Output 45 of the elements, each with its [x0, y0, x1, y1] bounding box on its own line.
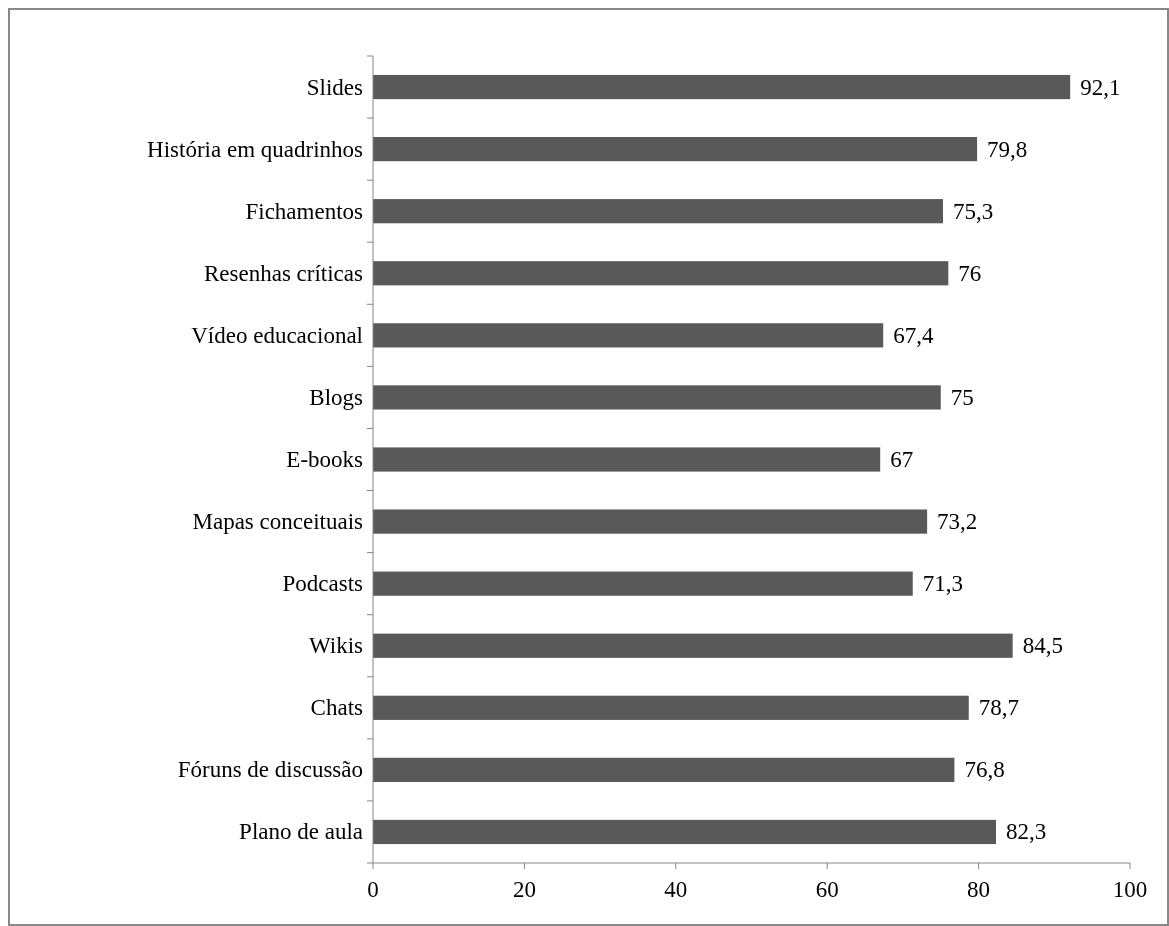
data-label: 67 [890, 447, 914, 472]
bar [373, 819, 997, 845]
y-tick-label: E-books [286, 447, 364, 472]
data-label: 67,4 [893, 322, 934, 348]
bar [373, 757, 955, 782]
data-label: 84,5 [1022, 633, 1063, 659]
bar [373, 633, 1013, 658]
bar [373, 509, 928, 534]
y-tick-label: História em quadrinhos [147, 136, 364, 162]
data-label: 82,3 [1006, 819, 1047, 845]
bar [373, 323, 884, 348]
y-tick-label: Resenhas críticas [203, 260, 364, 286]
y-tick-label: Plano de aula [239, 819, 363, 845]
bar [373, 385, 941, 410]
y-tick-label: Fóruns de discussão [177, 757, 363, 783]
y-tick-label: Podcasts [282, 571, 364, 597]
y-tick-label: Chats [310, 695, 364, 721]
bar [373, 447, 881, 472]
x-tick-label: 100 [1112, 877, 1148, 902]
x-tick-label: 20 [512, 877, 536, 902]
bar [373, 199, 944, 224]
bar [373, 74, 1071, 100]
x-tick-label: 60 [815, 877, 839, 902]
data-label: 73,2 [937, 509, 978, 535]
data-label: 75,3 [953, 198, 994, 224]
bar [373, 695, 969, 720]
data-label: 75 [950, 384, 974, 410]
data-label: 79,8 [987, 136, 1028, 162]
bar [373, 137, 978, 162]
x-tick-label: 0 [367, 877, 379, 902]
data-label: 76,8 [964, 757, 1005, 783]
data-label: 78,7 [978, 695, 1020, 721]
bar [373, 261, 949, 286]
data-label: 71,3 [922, 571, 963, 597]
y-tick-label: Mapas conceituais [192, 509, 364, 535]
y-tick-label: Fichamentos [245, 198, 364, 224]
y-tick-label: Slides [306, 74, 364, 100]
data-label: 76 [958, 260, 982, 286]
data-label: 92,1 [1080, 74, 1121, 100]
bar [373, 571, 913, 596]
x-tick-label: 80 [967, 877, 991, 902]
y-tick-label: Wikis [308, 633, 364, 659]
y-tick-label: Blogs [309, 384, 364, 410]
x-tick-label: 40 [664, 877, 688, 902]
y-tick-label: Vídeo educacional [191, 322, 363, 348]
